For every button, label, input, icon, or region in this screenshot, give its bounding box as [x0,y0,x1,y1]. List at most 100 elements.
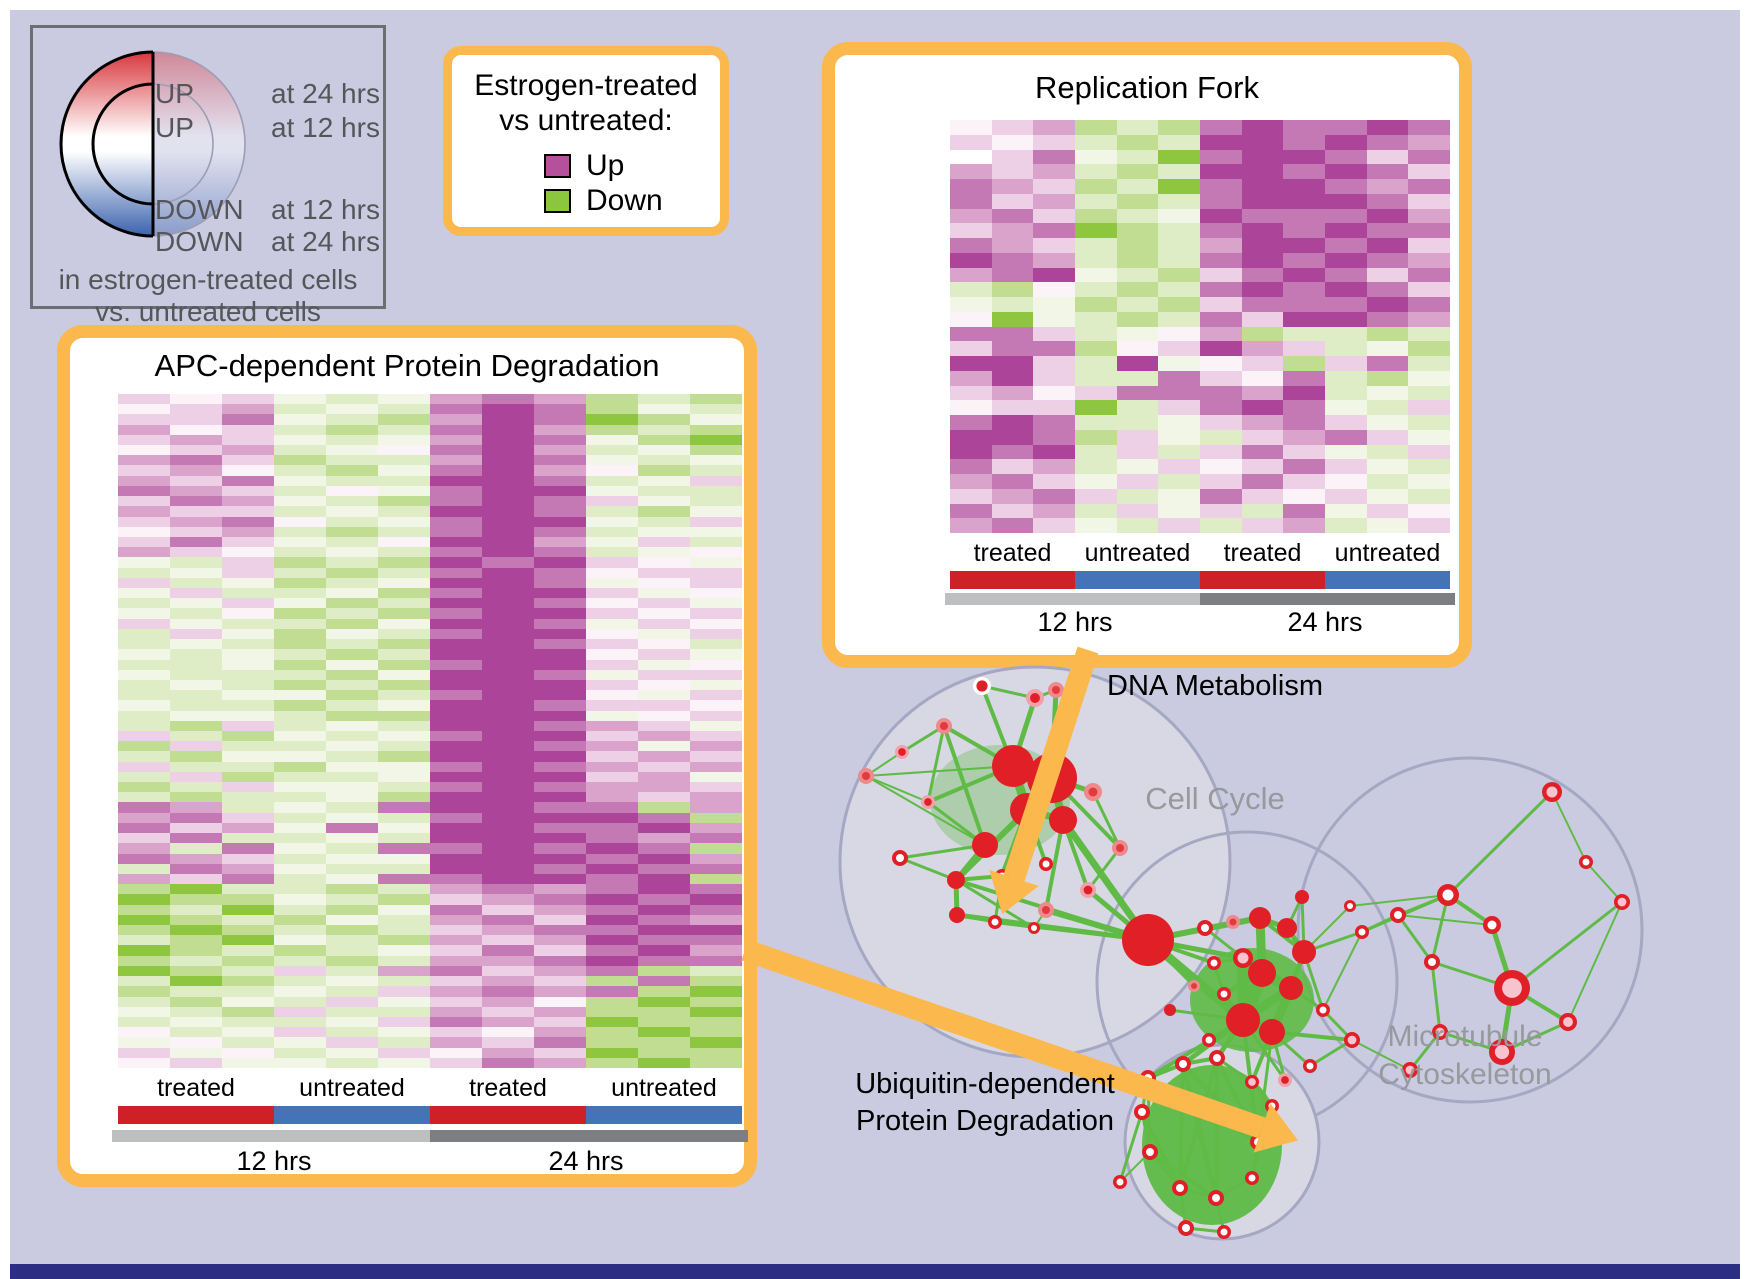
heatmap-cell [690,628,742,640]
heatmap-cell [950,474,992,489]
heatmap-cell [1325,311,1367,327]
heatmap-cell [534,526,586,537]
heatmap-cell [690,536,742,548]
heatmap-cell [991,474,1034,489]
heatmap-cell [118,567,170,578]
legend-item-up: Up [544,149,624,183]
heatmap-cell [482,1037,534,1048]
heatmap-cell [638,588,690,599]
heatmap-cell [222,1037,274,1048]
heatmap-cell [950,311,992,327]
heatmap-cell [991,503,1034,519]
heatmap-cell [378,659,430,670]
heatmap-cell [274,894,326,905]
heatmap-cell [170,986,222,997]
heatmap-cell [1033,282,1075,297]
heatmap-cell [586,1027,638,1038]
heatmap-cell [118,863,170,874]
heatmap-cell [170,628,222,640]
heatmap-cell [1408,400,1450,415]
heatmap-cell [378,394,430,405]
heatmap-cell [118,1037,170,1048]
heatmap-cell [170,955,222,966]
heatmap-cell [690,669,742,680]
heatmap-cell [326,496,378,507]
heatmap-cell [482,455,534,466]
heatmap-cell [1158,164,1200,179]
heatmap-cell [1075,341,1117,356]
heatmap-cell [690,577,742,589]
heatmap-cell [1033,415,1075,430]
heatmap-cell [534,853,586,864]
heatmap-cell [1116,164,1159,179]
heatmap-cell [378,925,430,936]
heatmap-cell [222,547,274,558]
heatmap-cell [482,802,534,813]
heatmap-cell [222,567,274,578]
heatmap-cell [690,976,742,987]
heatmap-cell [1200,164,1242,179]
heatmap-cell [1408,503,1450,519]
heatmap-cell [326,424,378,435]
heatmap-cell [638,1016,690,1028]
heatmap-cell [378,853,430,864]
heatmap-cell [1033,311,1075,327]
heatmap-cell [1158,341,1200,356]
heatmap-cell [170,669,222,680]
heatmap-cell [1116,474,1159,489]
heatmap-cell [586,424,638,435]
heatmap-cell [690,1037,742,1048]
heatmap-cell [430,465,482,476]
heatmap-cell [430,1016,482,1028]
heatmap-cell [170,516,222,527]
heatmap-cell [1366,429,1409,445]
heatmap-cell [638,976,690,987]
heatmap-cell [950,179,992,194]
heatmap-cell [378,690,430,701]
heatmap-cell [118,536,170,548]
heatmap-cell [1408,488,1450,504]
heatmap-cell [1408,356,1450,371]
heatmap-cell [1200,370,1242,386]
treatment-group-label: treated [1223,539,1302,567]
dna-metabolism-label: DNA Metabolism [1107,670,1323,702]
heatmap-cell [326,904,378,915]
heatmap-cell [170,690,222,701]
heatmap-cell [222,1047,274,1058]
heatmap-cell [690,914,742,926]
heatmap-cell [1325,400,1367,415]
heatmap-cell [1158,356,1200,371]
heatmap-cell [1283,370,1325,386]
heatmap-cell [1075,252,1117,268]
heatmap-cell [586,873,638,885]
heatmap-cell [326,802,378,813]
heatmap-cell [991,193,1034,209]
heatmap-cell [118,475,170,486]
heatmap-cell [534,833,586,844]
heatmap-cell [534,414,586,425]
heatmap-cell [1241,311,1284,327]
heatmap-cell [991,518,1034,533]
heatmap-cell [430,577,482,589]
heatmap-cell [1158,282,1200,297]
heatmap-cell [534,649,586,660]
heatmap-cell [1408,193,1450,209]
heatmap-cell [1241,429,1284,445]
heatmap-cell [638,455,690,466]
heatmap-cell [586,1006,638,1017]
heatmap-cell [586,669,638,680]
down-label: Down [586,184,663,217]
panel-apc-heatmap: APC-dependent Protein Degradation treate… [57,325,757,1187]
heatmap-cell [950,385,992,401]
heatmap-cell [991,252,1034,268]
heatmap-cell [170,526,222,537]
heatmap-cell [430,1006,482,1017]
heatmap-cell [222,863,274,874]
heatmap-cell [534,812,586,823]
heatmap-cell [274,669,326,680]
heatmap-cell [638,679,690,691]
heatmap-cell [586,567,638,578]
heatmap-cell [274,1047,326,1058]
heatmap-cell [222,669,274,680]
heatmap-cell [326,751,378,762]
